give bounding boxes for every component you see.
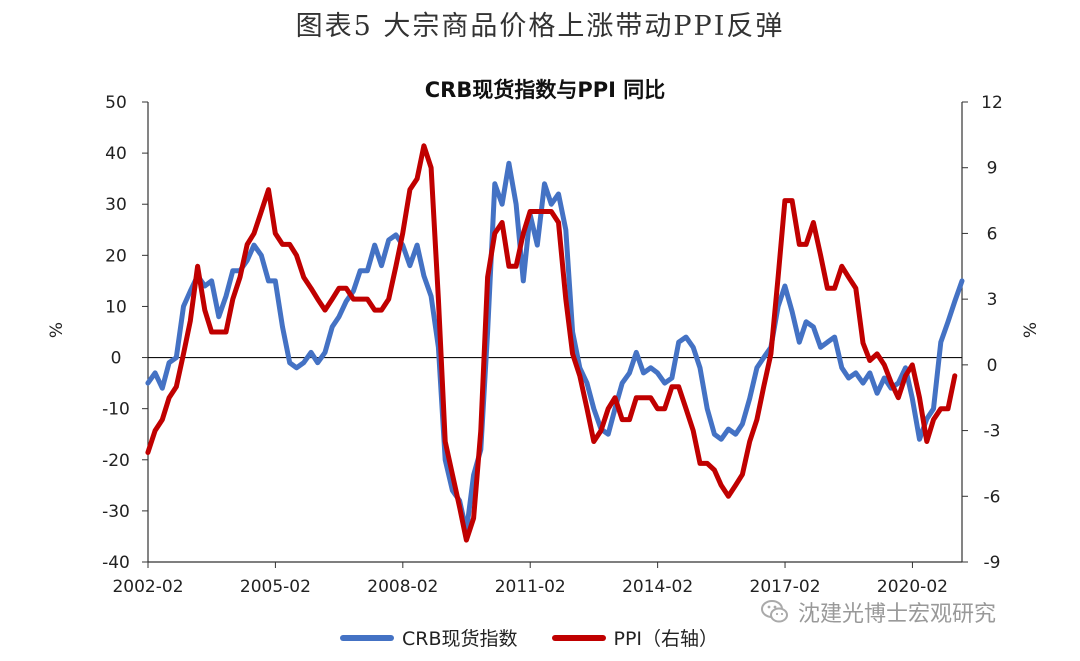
- x-tick-label: 2002-02: [112, 577, 183, 597]
- y-tick-label: 50: [105, 93, 127, 113]
- axes: [147, 102, 963, 563]
- x-tick-label: 2005-02: [240, 577, 311, 597]
- y-tick-label: 30: [105, 195, 127, 215]
- ticks: 50403020100-10-20-30-40129630-3-6-92002-…: [102, 93, 1003, 597]
- y2-tick-label: 3: [987, 290, 998, 310]
- y2-tick-label: -3: [984, 422, 1001, 442]
- y-tick-label: 10: [105, 297, 127, 317]
- y-axis-label: %: [47, 322, 67, 338]
- y-tick-label: -10: [102, 400, 130, 420]
- y-tick-label: 20: [105, 246, 127, 266]
- y-tick-label: -20: [102, 451, 130, 471]
- series-line-ppi: [145, 143, 958, 543]
- legend-item-ppi: PPI（右轴）: [551, 624, 719, 651]
- legend-swatch-crb: [340, 634, 394, 641]
- legend-swatch-ppi: [551, 634, 606, 641]
- x-tick-label: 2008-02: [367, 577, 438, 597]
- x-tick-label: 2017-02: [750, 577, 821, 597]
- y-tick-label: 40: [105, 144, 127, 164]
- y2-tick-label: 9: [987, 159, 998, 179]
- wechat-icon: [761, 600, 788, 623]
- chart-title: CRB现货指数与PPI 同比: [425, 78, 666, 102]
- series-line-crb: [145, 160, 965, 534]
- y2-tick-label: -6: [984, 487, 1001, 507]
- x-tick-label: 2011-02: [495, 577, 566, 597]
- legend-label-crb: CRB现货指数: [402, 628, 518, 650]
- y-tick-label: 0: [111, 349, 122, 369]
- series-lines: [145, 143, 965, 543]
- legend-item-crb: CRB现货指数: [340, 624, 518, 651]
- watermark: 沈建光博士宏观研究: [760, 596, 996, 628]
- figure-title: 图表5 大宗商品价格上涨带动PPI反弹: [295, 11, 785, 42]
- y-tick-label: -30: [102, 502, 130, 522]
- legend: CRB现货指数 PPI（右轴）: [340, 624, 752, 651]
- y2-tick-label: 0: [987, 356, 998, 376]
- x-tick-label: 2014-02: [622, 577, 693, 597]
- x-tick-label: 2020-02: [877, 577, 948, 597]
- watermark-text: 沈建光博士宏观研究: [798, 602, 997, 627]
- y2-tick-label: 6: [987, 224, 998, 244]
- y2-tick-label: 12: [981, 93, 1003, 113]
- y-tick-label: -40: [102, 553, 130, 573]
- legend-label-ppi: PPI（右轴）: [613, 628, 719, 650]
- y2-axis-label: %: [1021, 322, 1041, 338]
- y2-tick-label: -9: [984, 553, 1001, 573]
